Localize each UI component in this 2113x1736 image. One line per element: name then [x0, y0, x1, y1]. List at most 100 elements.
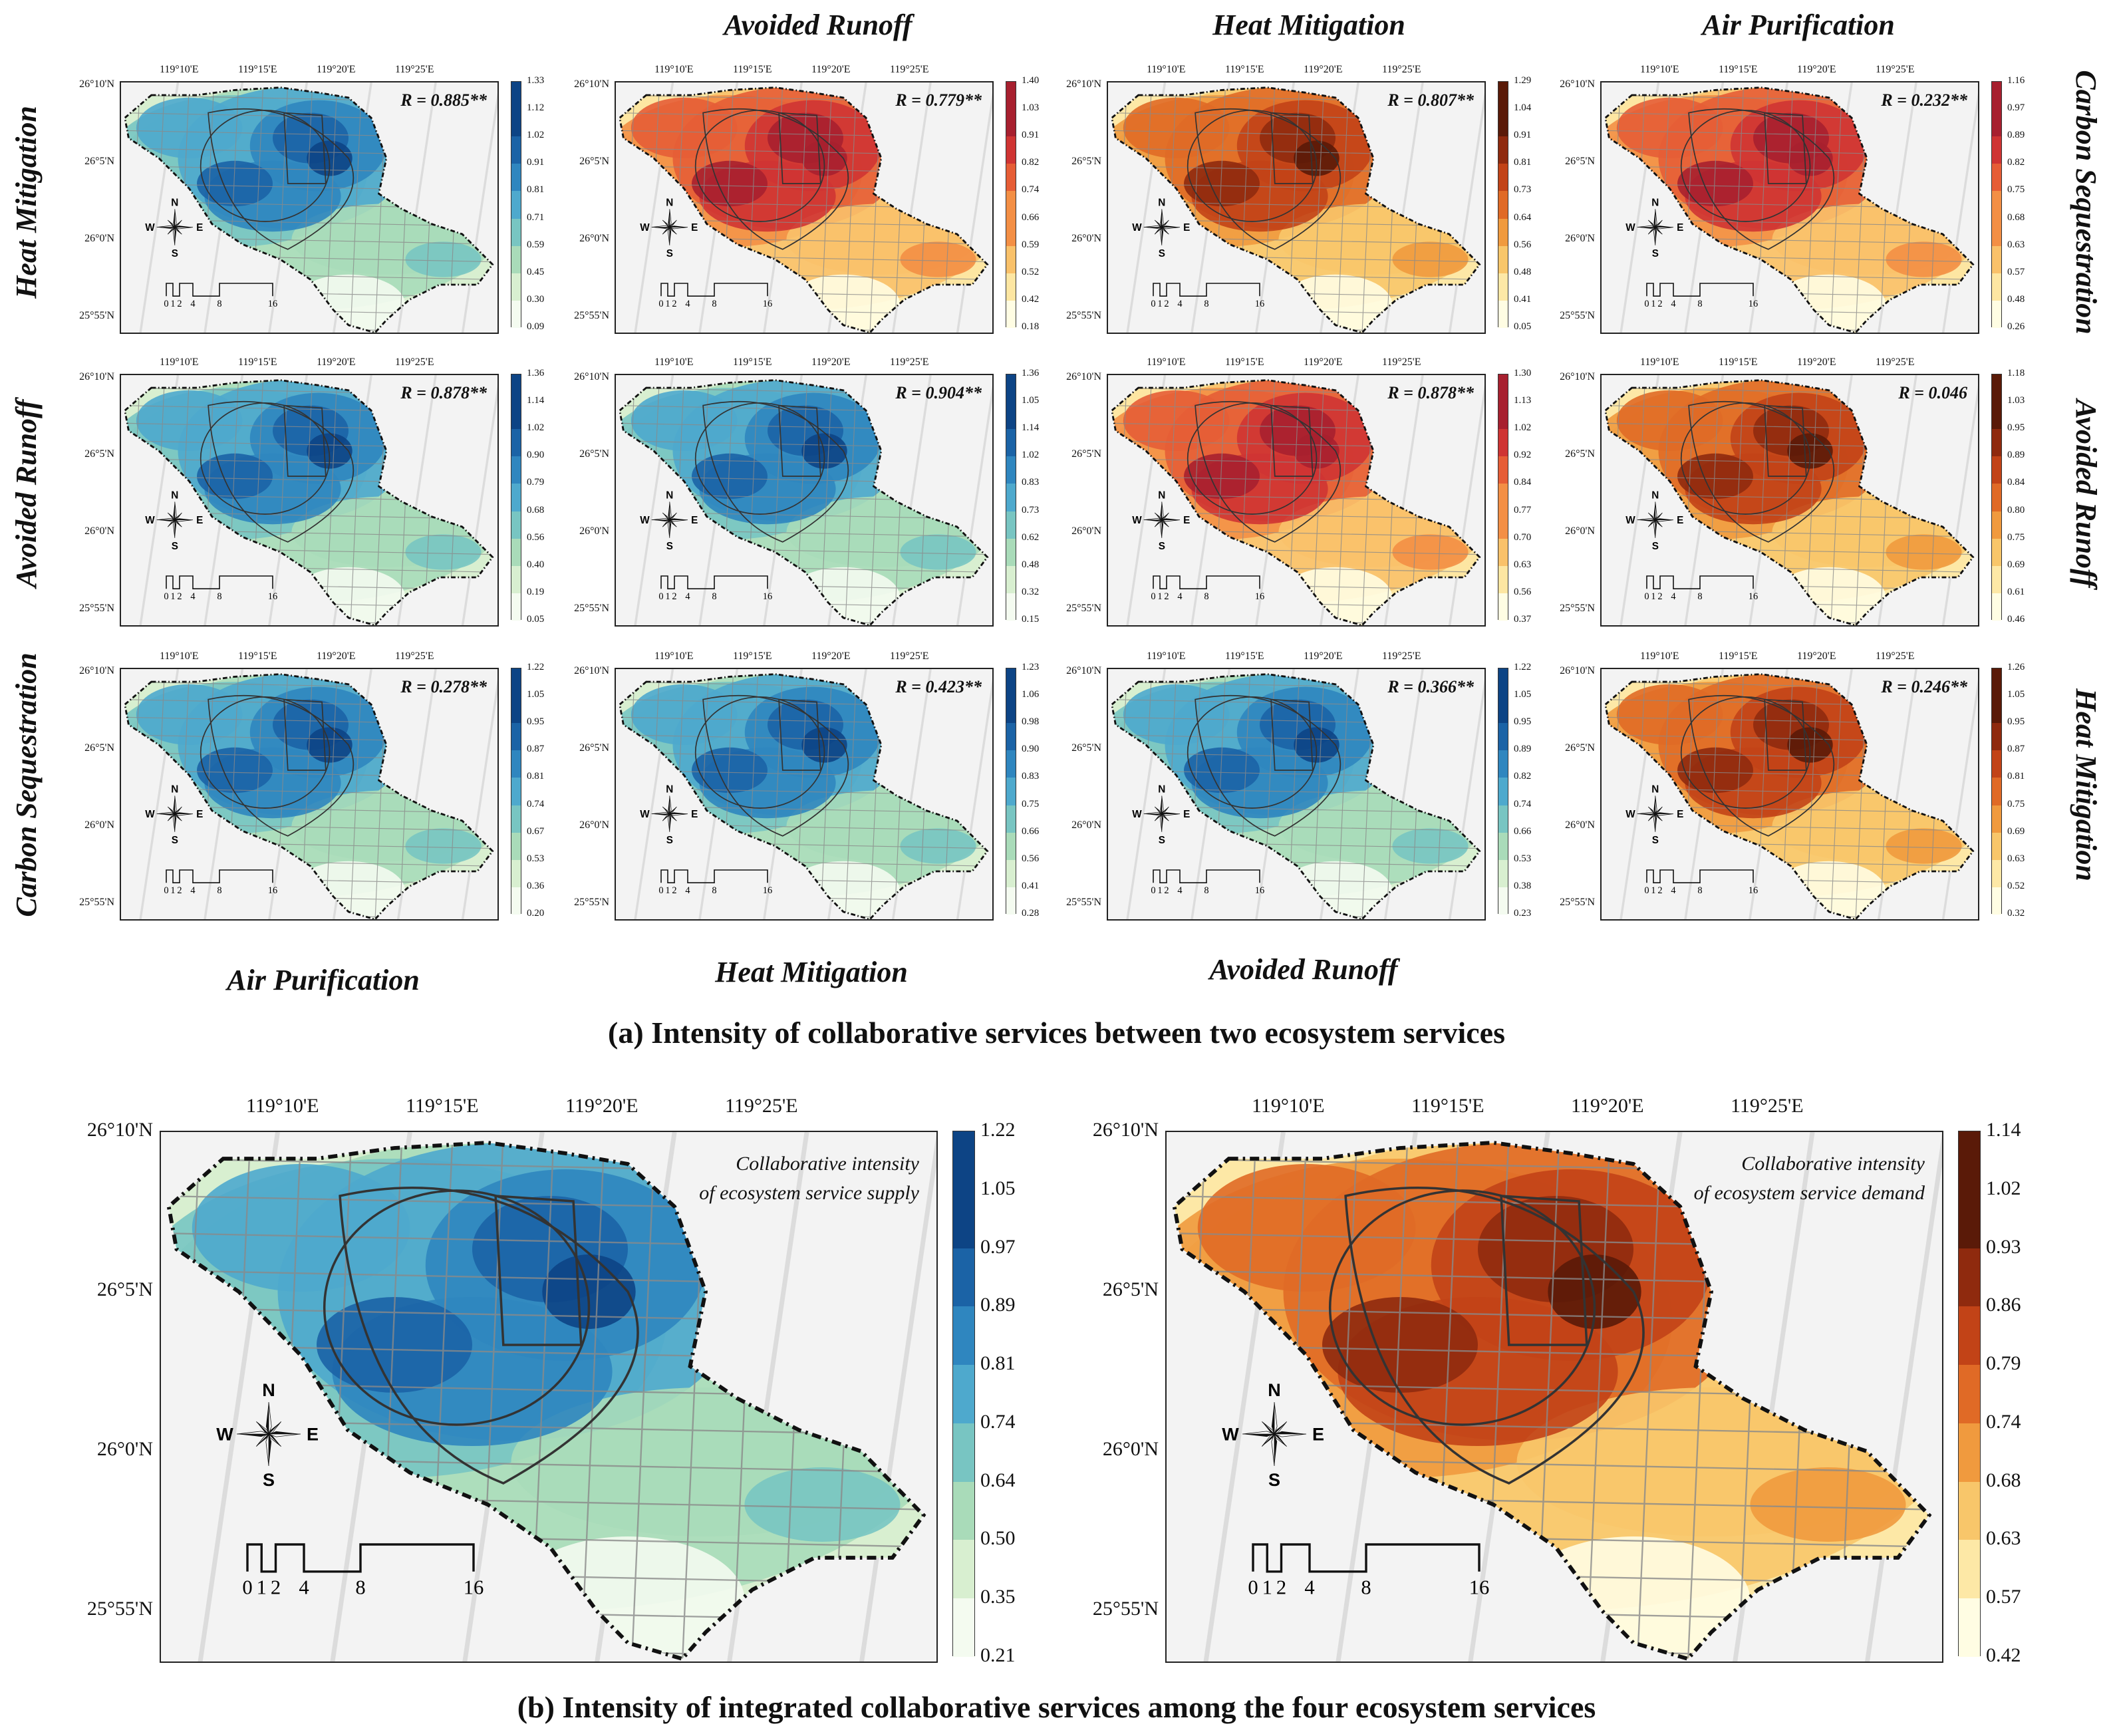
panel-3-longitude-label: 119°15'E: [1225, 64, 1264, 75]
big-map-1-scale-label: 8: [355, 1576, 365, 1598]
big-map-1-colorbar-tick: 0.64: [980, 1469, 1016, 1491]
panel-3-colorbar-tick: 0.91: [1514, 130, 1532, 141]
big-map-1-compass-e: E: [307, 1424, 319, 1444]
panel-5-scale-label: 8: [217, 591, 221, 602]
bottom-column-title-1: Air Purification: [227, 964, 420, 996]
panel-6-longitude-label: 119°25'E: [890, 357, 929, 368]
panel-4-scale-bar: 0 1 2 4 8 16: [1644, 283, 1758, 309]
panel-6-compass-w: W: [640, 515, 650, 526]
panel-12-latitude-label: 26°5'N: [1565, 742, 1595, 754]
big-map-1-colorbar-swatch: [953, 1423, 974, 1482]
panel-8-scale-label: 1: [1651, 591, 1655, 602]
big-map-1-longitude-label: 119°10'E: [246, 1095, 319, 1117]
panel-10-compass-s: S: [666, 835, 673, 846]
big-map-1-colorbar-tick: 0.89: [980, 1294, 1016, 1316]
panel-6-scale-label: 4: [685, 591, 690, 602]
panel-3-colorbar-tick: 1.29: [1514, 75, 1532, 86]
big-map-1-basemap-road: [859, 1134, 936, 1662]
panel-12-scale-label: 4: [1671, 885, 1675, 896]
panel-12-colorbar-tick: 1.26: [2007, 662, 2025, 672]
big-map-2-scale-label: 16: [1469, 1576, 1490, 1598]
panel-10-latitude-label: 26°5'N: [579, 742, 609, 754]
panel-9-compass-s: S: [172, 835, 178, 846]
panel-9-colorbar-tick: 0.36: [527, 880, 545, 891]
big-map-1-colorbar-swatch: [953, 1481, 974, 1540]
panel-9-scale-bar: 0 1 2 4 8 16: [164, 869, 277, 896]
big-map-2-colorbar-swatch: [1959, 1248, 1980, 1307]
panel-9-ring-roads: [200, 695, 354, 837]
panel-6-colorbar-swatch: [1006, 565, 1016, 593]
panel-10-colorbar-tick: 0.56: [1022, 853, 1040, 864]
panel-6-scale-label: 16: [763, 591, 772, 602]
panel-5-boundary-outline: [124, 379, 494, 625]
panel-6-longitude-label: 119°15'E: [733, 357, 772, 368]
panel-7-boundary-outline: [1111, 379, 1481, 625]
panel-10-longitude-label: 119°20'E: [811, 651, 851, 662]
panel-2-latitude-label: 26°5'N: [579, 156, 609, 167]
panel-7-colorbar-swatch: [1498, 429, 1508, 457]
panel-9-longitude-label: 119°10'E: [160, 651, 199, 662]
panel-10-longitude-label: 119°25'E: [890, 651, 929, 662]
panel-4-colorbar-tick: 0.89: [2007, 130, 2025, 141]
panel-5-compass-s: S: [172, 541, 178, 552]
panel-3-colorbar-tick: 0.41: [1514, 293, 1532, 305]
panel-7-colorbar-tick: 0.63: [1514, 559, 1532, 570]
panel-1-scale-label: 4: [190, 299, 195, 309]
big-map-2-longitude-label: 119°10'E: [1252, 1095, 1325, 1117]
left-row-title-1: Heat Mitigation: [10, 106, 43, 299]
panel-4-longitude-label: 119°25'E: [1876, 64, 1915, 75]
panel-5: R = 0.878** N S E W 0 1 2 4 8 16 119°10'E 119°15'E 11…: [79, 357, 579, 640]
panel-2-colorbar-swatch: [1006, 164, 1016, 192]
panel-7-colorbar-swatch: [1498, 511, 1508, 539]
panel-12-compass-w: W: [1625, 809, 1635, 820]
panel-1-colorbar-tick: 0.71: [527, 212, 545, 223]
panel-3-colorbar: [1498, 81, 1508, 328]
panel-5-latitude-label: 26°5'N: [84, 448, 114, 460]
panel-11-scale-label: 0: [1151, 885, 1155, 896]
panel-8-colorbar-tick: 0.75: [2007, 531, 2025, 543]
panel-11-correlation-label: R = 0.366**: [1387, 677, 1474, 696]
panel-2-boundary-outline: [619, 86, 989, 333]
panel-4-colorbar-tick: 0.68: [2007, 212, 2025, 223]
panel-8-ring-roads: [1680, 401, 1835, 543]
panel-9-scale-label: 4: [190, 885, 195, 896]
panel-2-scale-label: 0: [658, 299, 663, 309]
panel-3-scale-label: 4: [1177, 299, 1182, 309]
panel-8-colorbar-tick: 0.61: [2007, 586, 2025, 597]
panel-5-colorbar-tick: 0.90: [527, 450, 545, 461]
panel-3-scale-label: 2: [1164, 299, 1169, 309]
big-map-2-scale-label: 2: [1276, 1576, 1286, 1598]
panel-2-colorbar-tick: 0.74: [1022, 184, 1040, 196]
panel-9: R = 0.278** N S E W 0 1 2 4 8 16 119°10'E 119°15'E 11…: [79, 651, 579, 934]
panel-11-colorbar-tick: 1.22: [1514, 662, 1532, 672]
panel-6-colorbar-tick: 1.05: [1022, 395, 1040, 406]
panel-9-colorbar-swatch: [511, 832, 521, 860]
panel-1-colorbar-tick: 1.12: [527, 102, 545, 114]
panel-7-compass-e: E: [1183, 515, 1190, 526]
panel-5-scale-bar: 0 1 2 4 8 16: [164, 575, 277, 602]
panel-7-compass-w: W: [1132, 515, 1142, 526]
panel-9-colorbar-swatch: [511, 859, 521, 887]
panel-8-compass-rose-icon: N S E W: [1625, 490, 1683, 552]
big-map-1-longitude-label: 119°25'E: [725, 1095, 798, 1117]
panel-4-compass-n: N: [1651, 197, 1659, 208]
panel-9-colorbar-tick: 0.74: [527, 798, 545, 809]
panel-10-latitude-label: 25°55'N: [574, 897, 609, 908]
panel-3-colorbar-swatch: [1498, 136, 1508, 164]
panel-8-latitude-label: 26°0'N: [1565, 525, 1595, 537]
panel-6-latitude-label: 26°0'N: [579, 525, 609, 537]
panel-2-colorbar-swatch: [1006, 82, 1016, 110]
panel-10-compass-n: N: [666, 784, 673, 795]
big-map-2-colorbar-tick: 1.02: [1986, 1177, 2021, 1199]
panel-11-latitude-label: 26°10'N: [1066, 665, 1101, 676]
panel-8-colorbar-tick: 1.03: [2007, 395, 2025, 406]
panel-11-scale-label: 4: [1177, 885, 1182, 896]
panel-7-colorbar-swatch: [1498, 456, 1508, 484]
panel-10-longitude-label: 119°15'E: [733, 651, 772, 662]
panel-9-latitude-label: 26°0'N: [84, 819, 114, 831]
big-map-1-latitude-label: 26°10'N: [86, 1119, 153, 1141]
panel-2-compass-s: S: [666, 248, 673, 259]
panel-2-colorbar-tick: 0.59: [1022, 239, 1040, 250]
panel-2-map-frame: R = 0.779** N S E W 0 1 2 4 8 16: [615, 81, 994, 334]
panel-12-map-frame: R = 0.246** N S E W 0 1 2 4 8 16: [1600, 668, 1979, 921]
